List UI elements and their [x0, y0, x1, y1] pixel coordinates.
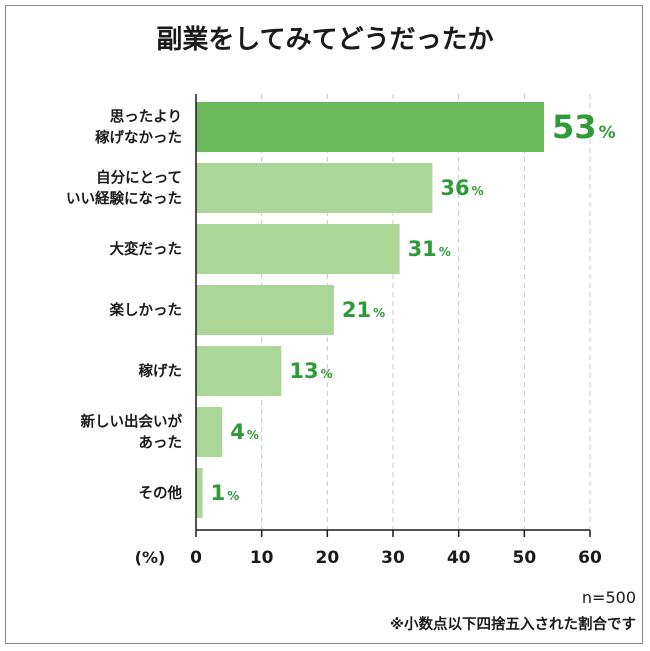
bar-1	[196, 102, 545, 152]
bar-5	[196, 346, 282, 396]
data-labels: 53 % 36 % 31 % 21 % 13 % 4 % 1%	[211, 108, 616, 505]
category-labels: 思ったより稼げなかった自分にとっていい経験になった大変だった楽しかった稼げた新し…	[66, 109, 182, 503]
x-axis-unit-label: (%)	[135, 548, 166, 567]
value-label-1: 53%	[552, 108, 616, 146]
bars	[196, 102, 545, 518]
sample-size-note: n=500	[582, 588, 636, 607]
x-tick-label-20: 20	[315, 548, 339, 568]
x-tick-label-0: 0	[190, 548, 202, 568]
category-label-5: 稼げた	[139, 362, 183, 380]
category-label-3: 大変だった	[110, 240, 183, 258]
category-label-7: その他	[139, 484, 183, 502]
value-label-2: 36%	[440, 176, 483, 200]
category-label-2: 自分にとっていい経験になった	[66, 169, 182, 208]
value-label-5: 13%	[289, 359, 332, 383]
value-label-4: 21%	[342, 298, 385, 322]
value-label-3: 31%	[408, 237, 451, 261]
x-tick-label-30: 30	[381, 548, 405, 568]
value-label-7: 1%	[211, 481, 240, 505]
value-label-6: 4%	[230, 420, 259, 444]
bar-7	[196, 468, 203, 518]
chart-title: 副業をしてみてどうだったか	[156, 25, 493, 55]
category-label-1: 思ったより稼げなかった	[95, 109, 182, 147]
bar-4	[196, 285, 334, 335]
category-label-4: 楽しかった	[110, 301, 183, 319]
rounding-note: ※小数点以下四捨五入された割合です	[390, 615, 636, 633]
bar-2	[196, 163, 433, 213]
x-axis: 0 10 20 30 40 50 60	[190, 94, 602, 568]
x-tick-label-10: 10	[250, 548, 274, 568]
x-tick-label-60: 60	[578, 548, 602, 568]
bar-3	[196, 224, 400, 274]
category-label-6: 新しい出会いがあった	[81, 413, 183, 452]
x-tick-label-40: 40	[447, 548, 471, 568]
x-tick-label-50: 50	[512, 548, 536, 568]
bar-6	[196, 407, 223, 457]
